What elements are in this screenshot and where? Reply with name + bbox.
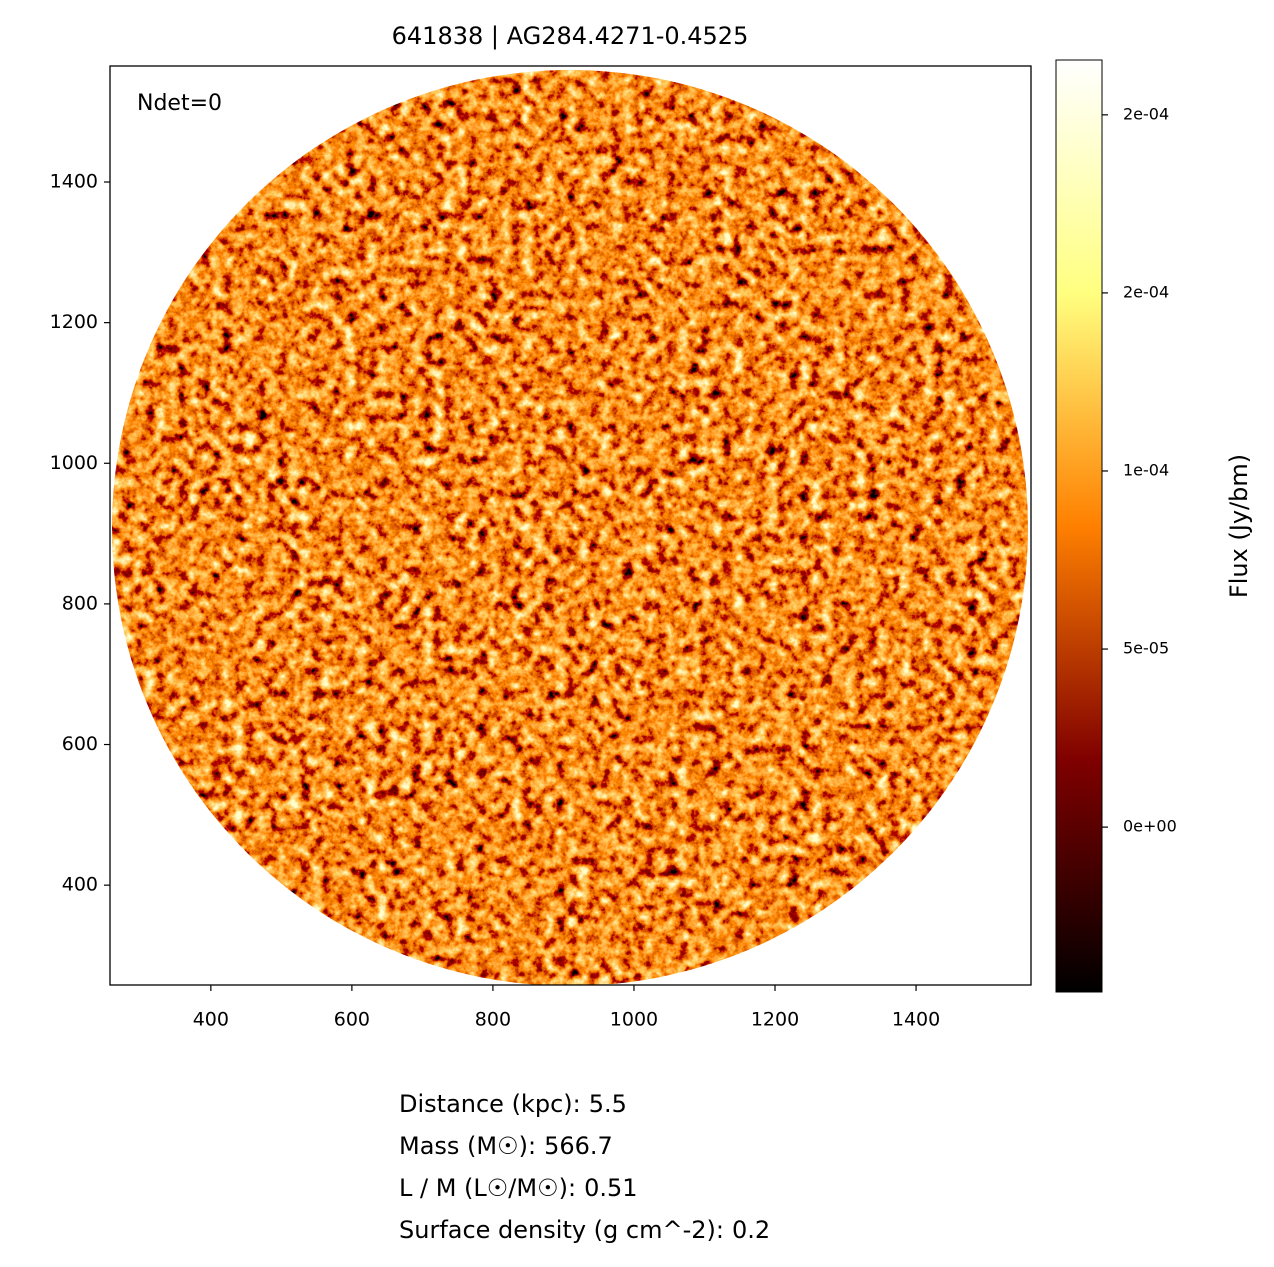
colorbar-tick-label: 0e+00 — [1123, 817, 1177, 836]
x-tick-label: 600 — [334, 1009, 370, 1031]
x-tick-label: 1400 — [892, 1009, 940, 1031]
x-tick-label: 1200 — [751, 1009, 799, 1031]
x-tick-label: 400 — [193, 1009, 229, 1031]
y-tick-label: 1400 — [50, 171, 98, 193]
y-tick-label: 600 — [62, 733, 98, 755]
chart-title: 641838 | AG284.4271-0.4525 — [392, 22, 749, 50]
colorbar-tick-label: 2e-04 — [1123, 282, 1169, 301]
colorbar-tick-label: 5e-05 — [1123, 639, 1169, 658]
x-tick-label: 800 — [475, 1009, 511, 1031]
info-label: Mass (M☉): — [399, 1132, 536, 1160]
info-value: 0.51 — [584, 1174, 637, 1202]
info-label: L / M (L☉/M☉): — [399, 1174, 576, 1202]
colorbar — [1055, 59, 1103, 993]
image — [112, 70, 1028, 985]
y-tick-label: 800 — [62, 592, 98, 614]
axes-frame — [109, 65, 1032, 986]
colorbar-label: Flux (Jy/bm) — [1225, 454, 1253, 598]
info-line: L / M (L☉/M☉): 0.51 — [399, 1174, 638, 1202]
annotation: Ndet=0 — [137, 91, 222, 116]
y-tick-label: 1200 — [50, 311, 98, 333]
colorbar-tick-label: 2e-04 — [1123, 104, 1169, 123]
info-value: 0.2 — [732, 1216, 770, 1244]
x-tick-label: 1000 — [610, 1009, 658, 1031]
info-line: Surface density (g cm^-2): 0.2 — [399, 1216, 770, 1244]
y-tick-label: 400 — [62, 874, 98, 896]
flux-map — [112, 70, 1028, 985]
info-line: Distance (kpc): 5.5 — [399, 1090, 627, 1118]
colorbar-tick-label: 1e-04 — [1123, 460, 1169, 479]
info-label: Surface density (g cm^-2): — [399, 1216, 724, 1244]
info-value: 566.7 — [544, 1132, 613, 1160]
info-value: 5.5 — [589, 1090, 627, 1118]
info-label: Distance (kpc): — [399, 1090, 581, 1118]
info-line: Mass (M☉): 566.7 — [399, 1132, 613, 1160]
y-tick-label: 1000 — [50, 452, 98, 474]
